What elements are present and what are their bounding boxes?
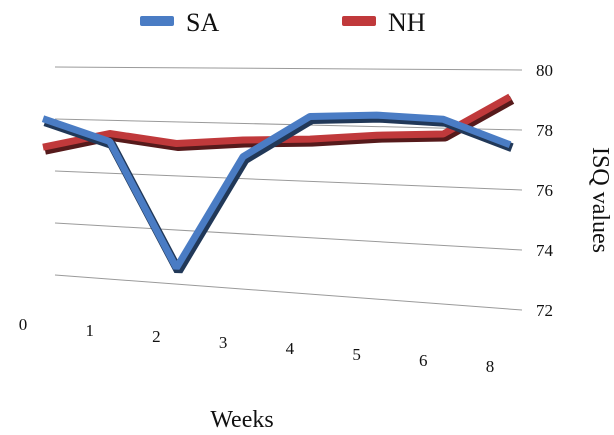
legend-swatch-nh [342, 16, 376, 26]
x-tick-label: 2 [152, 327, 161, 346]
x-tick-label: 6 [419, 351, 428, 370]
x-tick-label: 8 [486, 357, 495, 376]
gridline [54, 170, 523, 191]
gridline [54, 222, 523, 251]
x-tick-label: 5 [352, 345, 361, 364]
y-axis-title: ISQ values [587, 147, 613, 253]
x-tick-label: 3 [219, 333, 228, 352]
legend-label-nh: NH [388, 8, 426, 37]
x-tick-label: 4 [286, 339, 295, 358]
y-tick-label: 76 [536, 181, 553, 200]
y-tick-label: 74 [536, 241, 554, 260]
y-tick-labels: 72 74 76 78 80 [536, 61, 554, 320]
gridline [54, 274, 523, 311]
series-layer [41, 93, 515, 274]
gridlines [54, 66, 523, 311]
y-tick-label: 78 [536, 121, 553, 140]
x-tick-labels: 0 1 2 3 4 5 6 8 [19, 315, 495, 376]
gridline [54, 118, 523, 131]
legend-swatch-sa [140, 16, 174, 26]
x-tick-label: 1 [85, 321, 94, 340]
series-sa-line [41, 111, 512, 270]
y-tick-label: 72 [536, 301, 553, 320]
gridline [54, 66, 523, 71]
legend: SA NH [140, 8, 426, 37]
legend-label-sa: SA [186, 8, 219, 37]
y-tick-label: 80 [536, 61, 553, 80]
x-axis-title: Weeks [210, 407, 273, 433]
x-tick-label: 0 [19, 315, 28, 334]
